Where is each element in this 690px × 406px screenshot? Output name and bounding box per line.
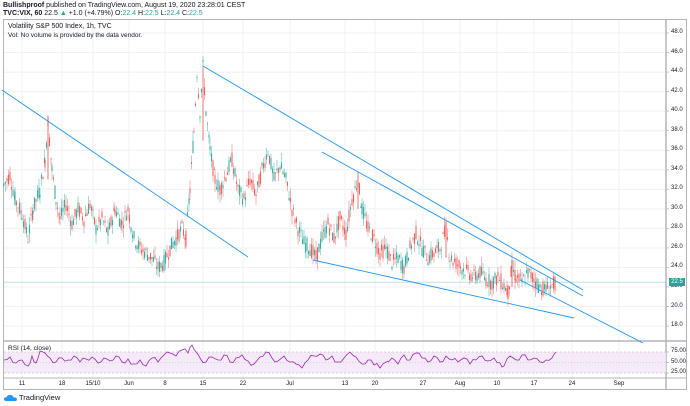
publish-text: published on TradingView.com, August 19,… xyxy=(46,2,246,9)
time-tick: 8 xyxy=(163,381,167,387)
time-tick: 13 xyxy=(341,381,349,387)
up-arrow-icon: ▲ xyxy=(59,10,67,17)
author-name: Bullishproof xyxy=(3,2,45,9)
open-value: 22.4 xyxy=(122,10,137,17)
time-tick: Aug xyxy=(454,381,466,387)
last-price-tag: 22.5 xyxy=(669,278,685,287)
price-tick: 44.0 xyxy=(671,68,683,75)
price-tick: 20.0 xyxy=(671,302,683,309)
time-tick: 15/10 xyxy=(85,381,101,387)
time-tick: 10 xyxy=(493,381,501,387)
time-tick: 22 xyxy=(239,381,247,387)
chart-legend-title: Volatility S&P 500 Index, 1h, TVC xyxy=(8,23,112,30)
rsi-tick: 75.00 xyxy=(671,348,687,354)
last-price: 22.5 xyxy=(44,10,58,17)
volume-note: Vol: No volume is provided by the data v… xyxy=(8,32,143,39)
rsi-tick: 50.00 xyxy=(671,358,687,365)
price-tick: 40.0 xyxy=(671,107,683,114)
chart-frame xyxy=(3,19,687,390)
price-change: +1.0 (+4.79%) xyxy=(68,10,114,17)
time-tick: Sep xyxy=(613,381,625,387)
price-tick: 26.0 xyxy=(671,243,683,250)
time-tick: 17 xyxy=(530,381,538,387)
time-tick: 15 xyxy=(199,381,207,387)
price-tick: 34.0 xyxy=(671,165,683,172)
price-tick: 42.0 xyxy=(671,87,683,94)
time-tick: 20 xyxy=(371,381,379,387)
cloud-icon xyxy=(4,394,17,401)
high-value: 22.5 xyxy=(145,10,159,17)
price-tick: 28.0 xyxy=(671,224,683,231)
close-value: 22.5 xyxy=(189,10,203,17)
time-tick: 11 xyxy=(18,381,26,387)
time-tick: Jun xyxy=(124,381,134,387)
symbol-label: TVC:VIX, 60 xyxy=(3,10,43,17)
tradingview-logo: TradingView xyxy=(4,393,60,402)
price-tick: 32.0 xyxy=(671,185,683,192)
rsi-label: RSI (14, close) xyxy=(8,345,51,352)
low-value: 22.4 xyxy=(166,10,181,17)
time-tick: 27 xyxy=(419,381,427,387)
price-tick: 48.0 xyxy=(671,29,683,35)
price-tick: 38.0 xyxy=(671,126,683,133)
price-tick: 18.0 xyxy=(671,322,683,329)
price-tick: 30.0 xyxy=(671,204,683,211)
symbol-ohlc-bar: TVC:VIX, 60 22.5 ▲ +1.0 (+4.79%) O:22.4 … xyxy=(3,10,203,17)
time-tick: 18 xyxy=(58,381,66,387)
publish-info: Bullishproof published on TradingView.co… xyxy=(3,1,245,10)
brand-name: TradingView xyxy=(19,393,61,402)
rsi-tick: 25.00 xyxy=(671,369,687,375)
price-tick: 24.0 xyxy=(671,263,683,270)
price-tick: 36.0 xyxy=(671,146,683,153)
price-tick: 46.0 xyxy=(671,48,683,55)
time-tick: Jul xyxy=(286,381,294,387)
time-tick: 24 xyxy=(568,381,576,387)
